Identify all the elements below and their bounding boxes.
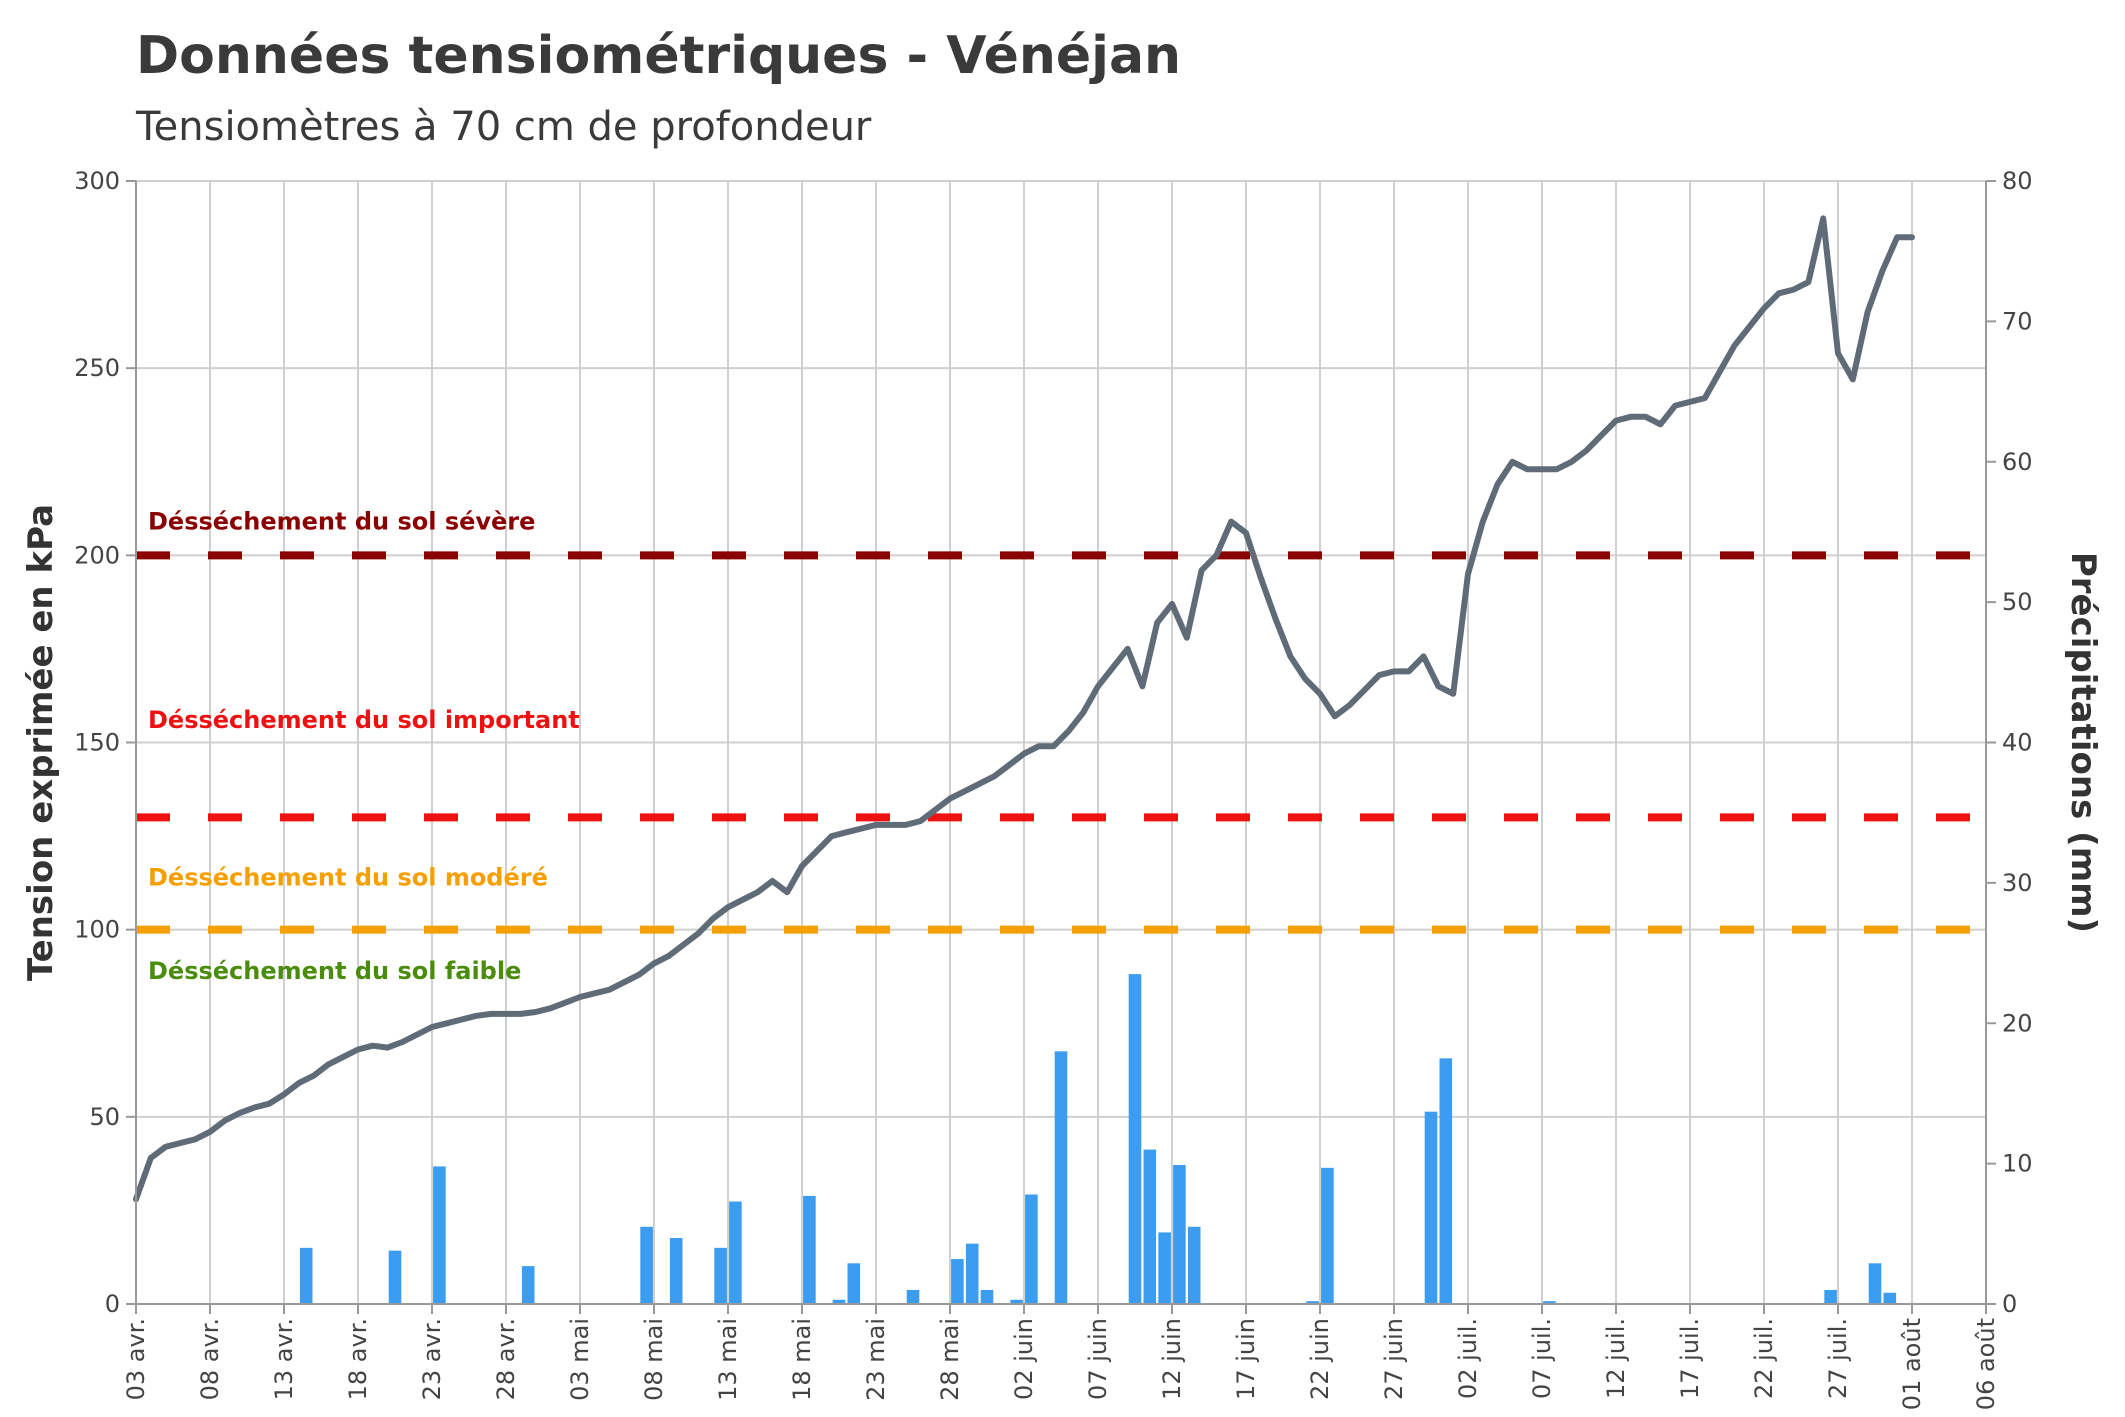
x-tick-label: 13 mai: [714, 1318, 742, 1401]
y-right-tick-label: 50: [2002, 588, 2033, 616]
precipitation-bar: [906, 1289, 920, 1304]
x-tick-label: 22 juin: [1306, 1318, 1334, 1400]
y-left-axis-title: Tension exprimée en kPa: [21, 504, 61, 981]
x-tick-label: 23 mai: [862, 1318, 890, 1401]
x-tick-label: 28 avr.: [492, 1318, 520, 1400]
y-right-tick-label: 10: [2002, 1150, 2033, 1178]
x-tick-label: 22 juil.: [1750, 1318, 1778, 1399]
precipitation-bar: [980, 1289, 994, 1304]
tension-line-layer: [133, 215, 1915, 1203]
y-right-axis-title: Précipitations (mm): [2063, 552, 2103, 933]
x-tick-label: 08 avr.: [196, 1318, 224, 1400]
x-tick-label: 17 juil.: [1676, 1318, 1704, 1399]
precipitation-bar: [1010, 1299, 1023, 1304]
x-tick-label: 23 avr.: [418, 1318, 446, 1400]
x-tick-label: 27 juil.: [1824, 1318, 1852, 1399]
precipitation-bar: [1187, 1226, 1201, 1304]
precipitation-bar: [832, 1299, 846, 1304]
y-left-tick-label: 300: [74, 167, 120, 195]
x-tick-label: 27 juin: [1380, 1318, 1408, 1400]
axis-layer: 03 avr. 08 avr. 13 avr. 18 avr. 23 avr. 28 av…: [74, 167, 2032, 1410]
precipitation-bar: [1173, 1165, 1186, 1304]
y-right-tick-label: 30: [2002, 869, 2033, 897]
precipitation-bar: [965, 1243, 979, 1304]
x-tick-label: 03 mai: [566, 1318, 594, 1401]
precipitation-bar: [803, 1195, 816, 1304]
precipitation-bar: [669, 1238, 683, 1304]
precipitation-bar: [1321, 1167, 1334, 1304]
precipitation-bar: [433, 1166, 446, 1304]
x-tick-label: 13 avr.: [270, 1318, 298, 1400]
x-tick-label: 06 août: [1972, 1318, 2000, 1410]
x-tick-label: 07 juil.: [1528, 1318, 1556, 1399]
y-right-tick-label: 40: [2002, 729, 2033, 757]
y-left-tick-label: 150: [74, 729, 120, 757]
threshold-lines: [136, 551, 1986, 934]
chart-subtitle: Tensiomètres à 70 cm de profondeur: [136, 104, 872, 150]
threshold-label: Désséchement du sol modéré: [148, 863, 548, 891]
x-tick-label: 03 avr.: [122, 1318, 150, 1400]
y-right-tick-label: 80: [2002, 167, 2033, 195]
y-left-tick-label: 50: [89, 1103, 120, 1131]
label-layer: Désséchement du sol sévère Désséchement d…: [21, 504, 2103, 985]
precipitation-bar: [1543, 1301, 1556, 1304]
precipitation-bar: [521, 1266, 535, 1304]
x-tick-label: 28 mai: [936, 1318, 964, 1401]
precipitation-bar: [729, 1201, 742, 1304]
precipitation-bar: [299, 1247, 313, 1304]
x-tick-label: 08 mai: [640, 1318, 668, 1401]
precipitation-bar: [1306, 1301, 1319, 1304]
y-right-tick-label: 20: [2002, 1009, 2033, 1037]
precipitation-bar: [1424, 1111, 1438, 1304]
precipitation-bar: [847, 1263, 861, 1304]
y-right-tick-label: 0: [2002, 1290, 2017, 1318]
precipitation-bar: [1868, 1263, 1882, 1304]
precipitation-bar: [1025, 1194, 1038, 1304]
threshold-label: Désséchement du sol faible: [148, 957, 521, 985]
y-right-tick-label: 60: [2002, 448, 2033, 476]
x-tick-label: 12 juin: [1158, 1318, 1186, 1400]
y-left-tick-label: 100: [74, 916, 120, 944]
threshold-label: Désséchement du sol important: [148, 706, 580, 734]
precipitation-bar: [1143, 1149, 1157, 1304]
tension-line: [133, 215, 1915, 1203]
precipitation-bar: [951, 1259, 964, 1304]
x-tick-label: 02 juin: [1010, 1318, 1038, 1400]
y-left-tick-label: 250: [74, 354, 120, 382]
precipitation-bar: [388, 1250, 402, 1304]
precipitation-bar: [1439, 1058, 1453, 1304]
precipitation-bar: [1158, 1232, 1171, 1304]
y-right-tick-label: 70: [2002, 307, 2033, 335]
precipitation-bar: [1883, 1292, 1897, 1304]
precipitation-bar: [714, 1247, 727, 1304]
y-left-tick-label: 0: [105, 1290, 120, 1318]
x-tick-label: 18 mai: [788, 1318, 816, 1401]
x-tick-label: 02 juil.: [1454, 1318, 1482, 1399]
threshold-label: Désséchement du sol sévère: [148, 508, 535, 536]
x-tick-label: 01 août: [1898, 1318, 1926, 1410]
precipitation-bar: [1128, 974, 1142, 1304]
y-left-tick-label: 200: [74, 541, 120, 569]
precipitation-bar: [1824, 1289, 1837, 1304]
precipitation-bars: [299, 974, 1897, 1304]
precipitation-bar: [640, 1226, 653, 1304]
chart-title: Données tensiométriques - Vénéjan: [136, 26, 1182, 86]
x-tick-label: 18 avr.: [344, 1318, 372, 1400]
precipitation-bar: [1054, 1051, 1068, 1304]
x-tick-label: 07 juin: [1084, 1318, 1112, 1400]
x-tick-label: 12 juil.: [1602, 1318, 1630, 1399]
x-tick-label: 17 juin: [1232, 1318, 1260, 1400]
grid-layer: [135, 180, 1987, 1305]
